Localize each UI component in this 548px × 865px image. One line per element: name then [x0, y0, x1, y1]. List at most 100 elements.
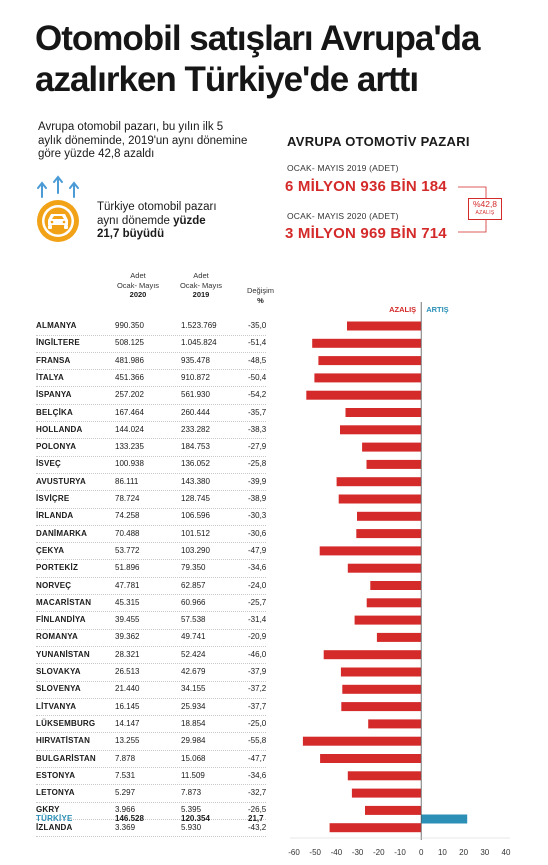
row-2019-value: 5.930: [181, 822, 202, 832]
row-2020-value: 51.896: [115, 563, 140, 573]
row-separator: [36, 438, 266, 440]
row-country: SLOVAKYA: [36, 667, 81, 676]
bar-10: [338, 494, 422, 504]
col-header-change: Değişim %: [238, 286, 283, 305]
row-2020-value: 7.878: [115, 753, 136, 763]
col-header-2020-l2: Ocak- Mayıs: [116, 280, 160, 290]
row-country: TÜRKİYE: [36, 814, 73, 823]
row-change-value: -27,9: [248, 442, 267, 452]
row-2020-value: 481.986: [115, 355, 144, 365]
row-2019-value: 18.854: [181, 718, 206, 728]
row-change-value: -20,9: [248, 632, 267, 642]
row-change-value: -30,3: [248, 511, 267, 521]
row-country: BELÇİKA: [36, 407, 73, 417]
row-country: İSVEÇ: [36, 459, 62, 469]
row-separator: [36, 715, 266, 717]
row-separator: [36, 369, 266, 371]
turkey-note-line-2a: aynı dönemde: [97, 214, 174, 227]
row-2019-value: 184.753: [181, 442, 210, 452]
row-2019-value: 25.934: [181, 701, 206, 711]
row-country: İTALYA: [36, 372, 65, 382]
row-change-value: -34,6: [248, 563, 267, 573]
bar-30: [421, 814, 468, 824]
row-change-value: -54,2: [248, 390, 267, 400]
bar-7: [362, 442, 422, 452]
x-tick-label: 10: [438, 848, 447, 857]
row-2019-value: 1.523.769: [181, 321, 217, 330]
col-header-2019-l1: Adet: [193, 271, 209, 280]
row-change-value: -25,0: [248, 718, 267, 728]
row-separator: [36, 818, 266, 820]
row-2020-value: 5.297: [115, 788, 136, 798]
turkey-note-line-3: 21,7 büyüdü: [97, 228, 165, 240]
row-2019-value: 52.424: [181, 649, 206, 659]
row-2020-value: 53.772: [115, 545, 140, 555]
row-2020-value: 146.528: [115, 814, 144, 823]
bar-3: [314, 373, 422, 383]
row-2019-value: 62.857: [181, 580, 206, 590]
row-2019-value: 42.679: [181, 667, 206, 676]
row-2019-value: 5.395: [181, 805, 202, 815]
row-change-value: -35,7: [248, 407, 267, 417]
row-separator: [36, 784, 266, 786]
row-2019-value: 7.873: [181, 788, 202, 798]
row-2020-value: 16.145: [115, 701, 140, 711]
row-2019-value: 29.984: [181, 736, 206, 746]
row-2019-value: 34.155: [181, 684, 206, 694]
bar-1: [312, 338, 422, 348]
legend-decrease: AZALIŞ: [389, 305, 416, 314]
row-separator: [36, 421, 266, 422]
row-2019-value: 101.512: [181, 528, 210, 538]
row-change-value: -26,5: [248, 805, 267, 815]
bar-2: [318, 356, 422, 366]
row-change-value: -30,6: [248, 528, 267, 538]
row-country: LÜKSEMBURG: [36, 718, 96, 728]
row-separator: [36, 611, 266, 613]
bar-15: [370, 581, 422, 590]
row-2020-value: 45.315: [115, 597, 140, 607]
row-separator: [36, 697, 266, 699]
turkey-note: Türkiye otomobil pazarı aynı dönemde yüz…: [97, 201, 257, 242]
intro-text: Avrupa otomobil pazarı, bu yılın ilk 5 a…: [38, 121, 268, 162]
row-country: ALMANYA: [36, 321, 77, 330]
row-country: İNGİLTERE: [36, 338, 80, 348]
page-title: Otomobil satışları Avrupa'da azalırken T…: [35, 18, 535, 100]
legend-increase: ARTIŞ: [426, 305, 449, 314]
bar-19: [323, 650, 422, 660]
row-2019-value: 79.350: [181, 563, 206, 573]
row-country: İSPANYA: [36, 390, 72, 400]
row-separator: [36, 386, 266, 388]
row-country: LETONYA: [36, 788, 75, 798]
row-2019-value: 57.538: [181, 615, 206, 625]
row-2020-value: 100.938: [115, 459, 144, 469]
x-tick-label: -10: [394, 848, 406, 857]
row-2019-value: 103.290: [181, 545, 210, 555]
row-2019-value: 143.380: [181, 476, 210, 486]
bar-21: [342, 684, 422, 694]
bar-16: [366, 598, 422, 608]
row-change-value: -55,8: [248, 736, 267, 746]
row-separator: [36, 767, 266, 768]
row-2020-value: 86.111: [115, 476, 139, 486]
row-country: NORVEÇ: [36, 580, 72, 590]
decrease-percent-box: %42,8 AZALIŞ: [468, 198, 502, 220]
row-country: ÇEKYA: [36, 545, 65, 555]
row-change-value: -38,3: [248, 424, 267, 434]
row-country: İRLANDA: [36, 511, 74, 521]
row-2019-value: 128.745: [181, 494, 210, 503]
intro-line-2: aylık döneminde, 2019'un aynı dönemine: [38, 134, 248, 147]
row-2020-value: 74.258: [115, 511, 140, 521]
row-country: MACARİSTAN: [36, 597, 92, 607]
col-header-2020: Adet Ocak- Mayıs 2020: [108, 271, 168, 300]
bar-11: [357, 511, 422, 521]
bar-20: [340, 667, 422, 677]
row-separator: [36, 524, 266, 526]
bar-0: [347, 321, 422, 331]
car-growth-icon: [37, 175, 79, 242]
row-change-value: -31,4: [248, 615, 267, 625]
row-2019-value: 561.930: [181, 390, 210, 400]
row-change-value: -37,2: [248, 684, 267, 694]
market-title: AVRUPA OTOMOTİV PAZARI: [287, 134, 470, 149]
bar-13: [319, 546, 422, 556]
x-tick-label: 20: [459, 848, 468, 857]
